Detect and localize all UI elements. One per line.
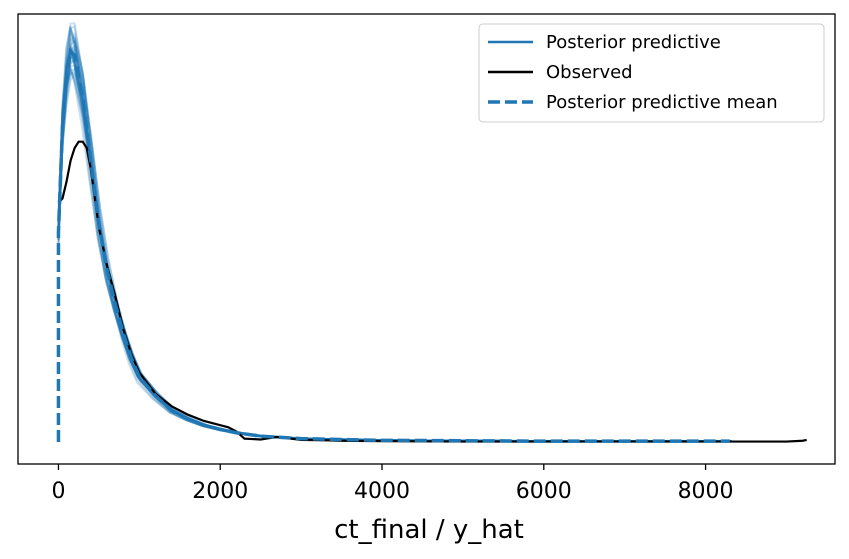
x-axis-label: ct_final / y_hat xyxy=(334,515,524,545)
x-tick-label: 6000 xyxy=(516,479,572,504)
legend-frame xyxy=(478,23,825,123)
x-tick-label: 2000 xyxy=(192,479,248,504)
plot-frame xyxy=(17,13,836,465)
x-tick-label: 0 xyxy=(51,479,65,504)
legend: Posterior predictive Observed Posterior … xyxy=(478,23,825,123)
legend-label-posterior-predictive-mean: Posterior predictive mean xyxy=(546,92,778,113)
observed-line xyxy=(57,140,807,443)
posterior-predictive-mean-line xyxy=(56,47,730,443)
legend-label-observed: Observed xyxy=(546,62,633,83)
series-layer xyxy=(56,21,807,443)
x-tick-label: 4000 xyxy=(354,479,410,504)
legend-label-posterior-predictive: Posterior predictive xyxy=(546,32,721,53)
x-tick-label: 8000 xyxy=(678,479,734,504)
x-axis-ticks: 0 2000 4000 6000 8000 xyxy=(51,464,734,504)
